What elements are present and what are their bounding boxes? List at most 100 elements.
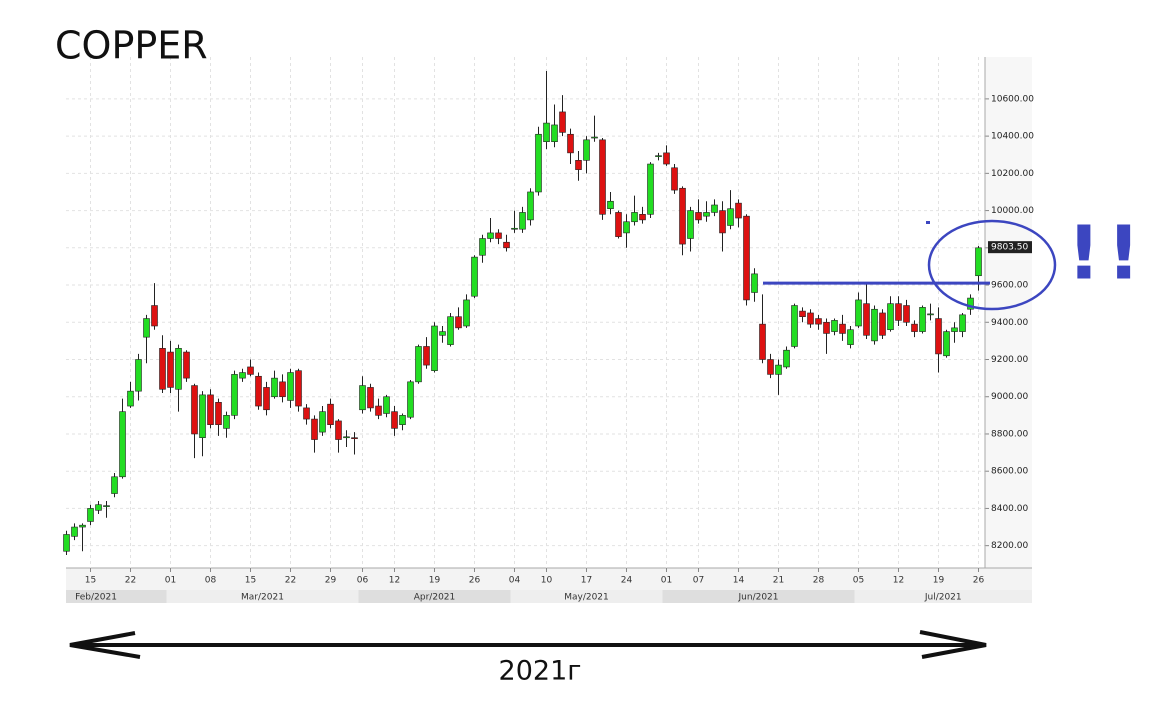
month-band xyxy=(66,590,167,603)
candle-body xyxy=(959,314,966,332)
candle-body xyxy=(607,200,614,210)
candle-body xyxy=(511,227,518,230)
candle-body xyxy=(103,505,110,507)
y-tick-label: 9200.00 xyxy=(991,355,1028,365)
x-tick-label: 12 xyxy=(893,576,904,586)
x-tick-label: 10 xyxy=(541,576,553,586)
candle-body xyxy=(63,534,70,552)
x-tick-label: 26 xyxy=(973,576,985,586)
candle-body xyxy=(791,305,798,347)
y-tick-label: 9000.00 xyxy=(991,392,1028,402)
candle-body xyxy=(719,210,726,234)
x-tick-label: 12 xyxy=(389,576,400,586)
candle-body xyxy=(647,163,654,215)
candle-body xyxy=(271,377,278,398)
candle-body xyxy=(159,348,166,390)
y-tick-label: 9600.00 xyxy=(991,281,1028,291)
candle-body xyxy=(695,212,702,221)
candle-body xyxy=(519,212,526,230)
candle-body xyxy=(143,318,150,338)
candle-body xyxy=(623,221,630,234)
candle-body xyxy=(951,327,958,332)
x-tick-label: 19 xyxy=(933,576,945,586)
candle-body xyxy=(679,187,686,245)
candle-body xyxy=(495,232,502,239)
y-tick-label: 10600.00 xyxy=(991,94,1034,104)
x-tick-label: 26 xyxy=(469,576,481,586)
candle-body xyxy=(295,370,302,407)
candle-body xyxy=(71,526,78,537)
candle-body xyxy=(111,476,118,494)
candle-body xyxy=(871,308,878,342)
candle-body xyxy=(343,436,350,439)
candle-body xyxy=(463,299,470,327)
candle-body xyxy=(591,136,598,139)
x-tick-label: 15 xyxy=(85,576,96,586)
candle-body xyxy=(439,331,446,336)
x-tick-label: 04 xyxy=(509,576,521,586)
candle-body xyxy=(151,305,158,327)
x-tick-label: 15 xyxy=(245,576,256,586)
candle-body xyxy=(807,312,814,325)
annotation-text: !! xyxy=(1067,211,1147,297)
candle-body xyxy=(639,214,646,221)
y-tick-label: 10400.00 xyxy=(991,132,1034,142)
candle-body xyxy=(735,202,742,219)
candle-body xyxy=(535,133,542,193)
candle-body xyxy=(887,303,894,331)
candle-body xyxy=(359,385,366,411)
candle-body xyxy=(415,346,422,383)
candle-body xyxy=(855,299,862,327)
candle-body xyxy=(255,375,262,407)
candle-body xyxy=(847,329,854,345)
candle-body xyxy=(727,208,734,226)
x-tick-label: 14 xyxy=(733,576,745,586)
candle-body xyxy=(743,215,750,301)
candle-body xyxy=(247,366,254,375)
candle-body xyxy=(479,238,486,256)
annotation-dot xyxy=(926,221,930,224)
month-band xyxy=(662,590,855,603)
month-label: Jul/2021 xyxy=(924,593,962,603)
candle-body xyxy=(327,403,334,425)
month-label: May/2021 xyxy=(564,593,609,603)
candles xyxy=(63,70,982,555)
candle-body xyxy=(239,372,246,379)
candle-body xyxy=(223,415,230,429)
x-tick-label: 29 xyxy=(325,576,337,586)
month-band xyxy=(854,590,1032,603)
candle-body xyxy=(199,394,206,438)
candle-body xyxy=(759,323,766,360)
x-tick-label: 17 xyxy=(581,576,592,586)
x-tick-label: 01 xyxy=(661,576,672,586)
month-label: Mar/2021 xyxy=(241,593,284,603)
x-tick-label: 21 xyxy=(773,576,784,586)
month-label: Jun/2021 xyxy=(738,593,779,603)
candle-body xyxy=(551,124,558,143)
candle-body xyxy=(399,415,406,425)
candle-body xyxy=(231,374,238,416)
x-tick-label: 19 xyxy=(429,576,441,586)
candle-body xyxy=(575,160,582,170)
candle-body xyxy=(767,359,774,375)
candle-body xyxy=(799,310,806,317)
candle-body xyxy=(615,212,622,237)
candle-body xyxy=(455,316,462,329)
candle-body xyxy=(367,387,374,409)
grid: 8200.00 8400.00 8600.00 8800.00 9000.00 9200.… xyxy=(66,57,1034,603)
x-tick-label: 06 xyxy=(357,576,369,586)
plot-area xyxy=(66,57,985,568)
candle-body xyxy=(351,437,358,439)
x-tick-label: 01 xyxy=(165,576,176,586)
candle-body xyxy=(783,349,790,368)
candle-body xyxy=(303,407,310,420)
month-label: Apr/2021 xyxy=(414,593,456,603)
month-band xyxy=(358,590,511,603)
month-band xyxy=(510,590,663,603)
last-price-label: 9803.50 xyxy=(991,243,1028,253)
x-tick-label: 28 xyxy=(813,576,825,586)
double-arrow xyxy=(69,630,987,659)
candle-body xyxy=(335,420,342,440)
